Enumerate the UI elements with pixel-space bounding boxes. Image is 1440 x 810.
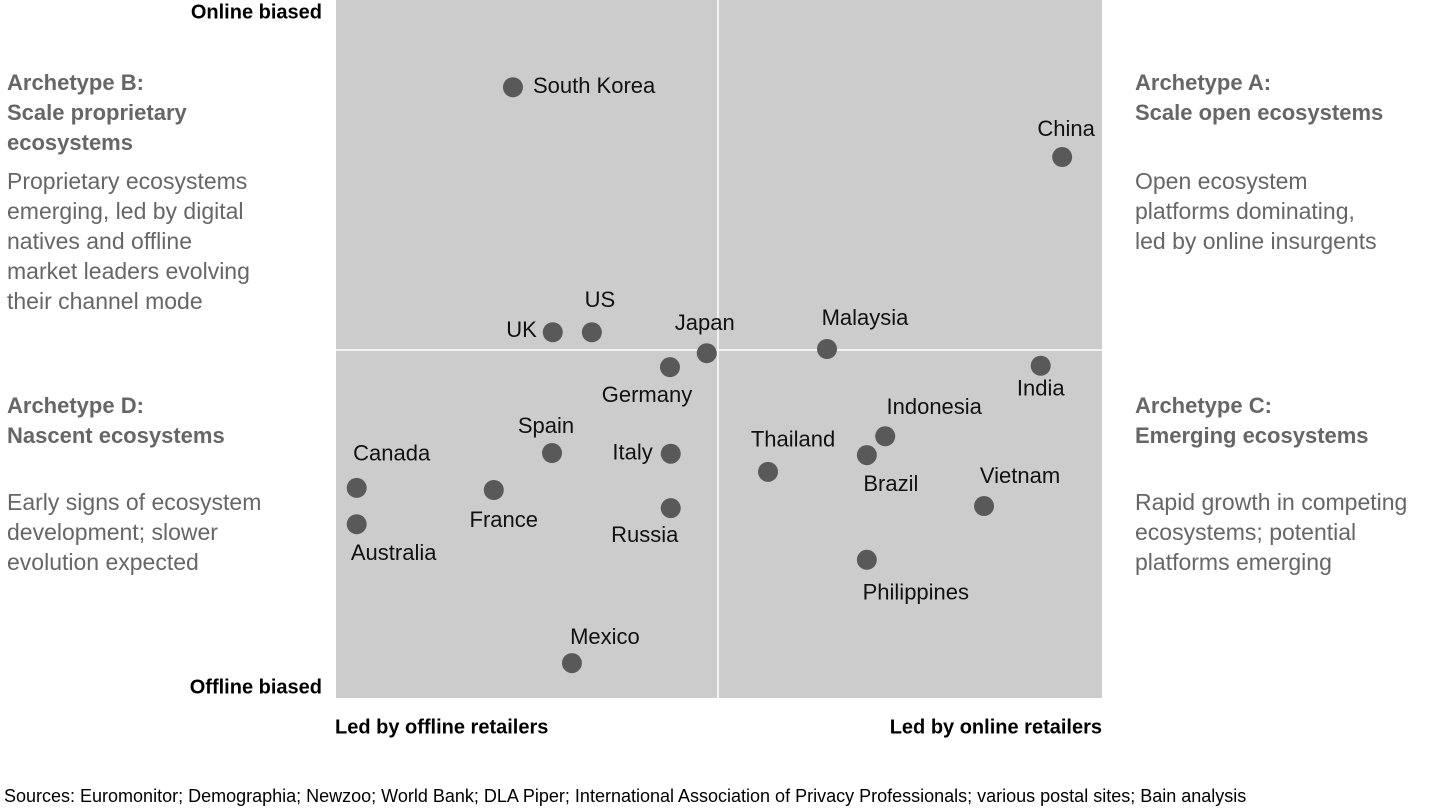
point-label: France bbox=[470, 507, 538, 532]
point-label: Russia bbox=[611, 522, 679, 547]
point bbox=[856, 445, 877, 466]
quadrant-title: Archetype C: bbox=[1135, 393, 1272, 418]
point bbox=[875, 426, 896, 447]
point-label: Philippines bbox=[863, 580, 969, 605]
quadrant-title: Archetype A: bbox=[1135, 70, 1271, 95]
point-label: China bbox=[1037, 116, 1095, 141]
quadrant-text: platforms emerging bbox=[1135, 549, 1332, 575]
quadrant-title: Emerging ecosystems bbox=[1135, 423, 1369, 448]
point-label: UK bbox=[506, 317, 537, 342]
quadrant-title: Scale open ecosystems bbox=[1135, 100, 1383, 125]
x-left-label: Led by offline retailers bbox=[335, 716, 548, 738]
quadrant-text: led by online insurgents bbox=[1135, 228, 1377, 254]
quadrant-title: ecosystems bbox=[7, 130, 133, 155]
quadrant-text: natives and offline bbox=[7, 228, 192, 254]
point bbox=[659, 357, 680, 378]
point-label: Brazil bbox=[863, 471, 918, 496]
point bbox=[542, 322, 563, 343]
point-label: South Korea bbox=[533, 73, 656, 98]
quadrant-text: ecosystems; potential bbox=[1135, 519, 1356, 545]
quadrant-text: evolution expected bbox=[7, 549, 199, 575]
point-label: Vietnam bbox=[980, 463, 1060, 488]
quadrant-title: Archetype B: bbox=[7, 70, 144, 95]
point-label: Indonesia bbox=[887, 394, 983, 419]
plot-area bbox=[336, 0, 1102, 698]
point bbox=[346, 477, 367, 498]
point-label: Spain bbox=[518, 413, 574, 438]
point bbox=[502, 77, 523, 98]
source: Sources: Euromonitor; Demographia; Newzo… bbox=[4, 786, 1246, 806]
point bbox=[817, 339, 838, 359]
quadrant-title: Scale proprietary bbox=[7, 100, 188, 125]
point bbox=[1052, 147, 1073, 168]
x-right-label: Led by online retailers bbox=[890, 716, 1102, 738]
quadrant-title: Nascent ecosystems bbox=[7, 423, 225, 448]
point-label: India bbox=[1017, 376, 1065, 401]
point bbox=[542, 443, 563, 464]
point-label: Japan bbox=[675, 310, 735, 335]
point bbox=[660, 443, 681, 464]
point-label: Germany bbox=[602, 382, 692, 407]
quadrant-text: emerging, led by digital bbox=[7, 198, 244, 224]
y-top-label: Online biased bbox=[191, 1, 322, 23]
point-label: Thailand bbox=[751, 427, 835, 452]
quadrant-text: platforms dominating, bbox=[1135, 198, 1355, 224]
quadrant-text: development; slower bbox=[7, 519, 218, 545]
point-label: Mexico bbox=[570, 624, 640, 649]
point-label: Italy bbox=[612, 440, 652, 465]
point bbox=[483, 479, 504, 500]
point bbox=[346, 514, 367, 535]
quadrant-text: Open ecosystem bbox=[1135, 168, 1308, 194]
point-label: Australia bbox=[351, 540, 437, 565]
quadrant-text: market leaders evolving bbox=[7, 258, 250, 284]
point bbox=[856, 549, 877, 570]
point-label: US bbox=[585, 287, 616, 312]
point bbox=[758, 461, 779, 482]
point bbox=[696, 343, 717, 364]
point bbox=[1030, 355, 1051, 376]
point bbox=[561, 653, 582, 674]
quadrant-text: Rapid growth in competing bbox=[1135, 489, 1407, 515]
point bbox=[660, 498, 681, 519]
quadrant-text: their channel mode bbox=[7, 288, 203, 314]
point-label: Malaysia bbox=[822, 305, 910, 330]
quadrant-title: Archetype D: bbox=[7, 393, 144, 418]
point bbox=[581, 322, 602, 343]
point-label: Canada bbox=[353, 441, 431, 466]
quadrant-text: Proprietary ecosystems bbox=[7, 168, 247, 194]
y-bottom-label: Offline biased bbox=[190, 676, 322, 698]
point bbox=[974, 496, 995, 517]
quadrant-text: Early signs of ecosystem bbox=[7, 489, 261, 515]
